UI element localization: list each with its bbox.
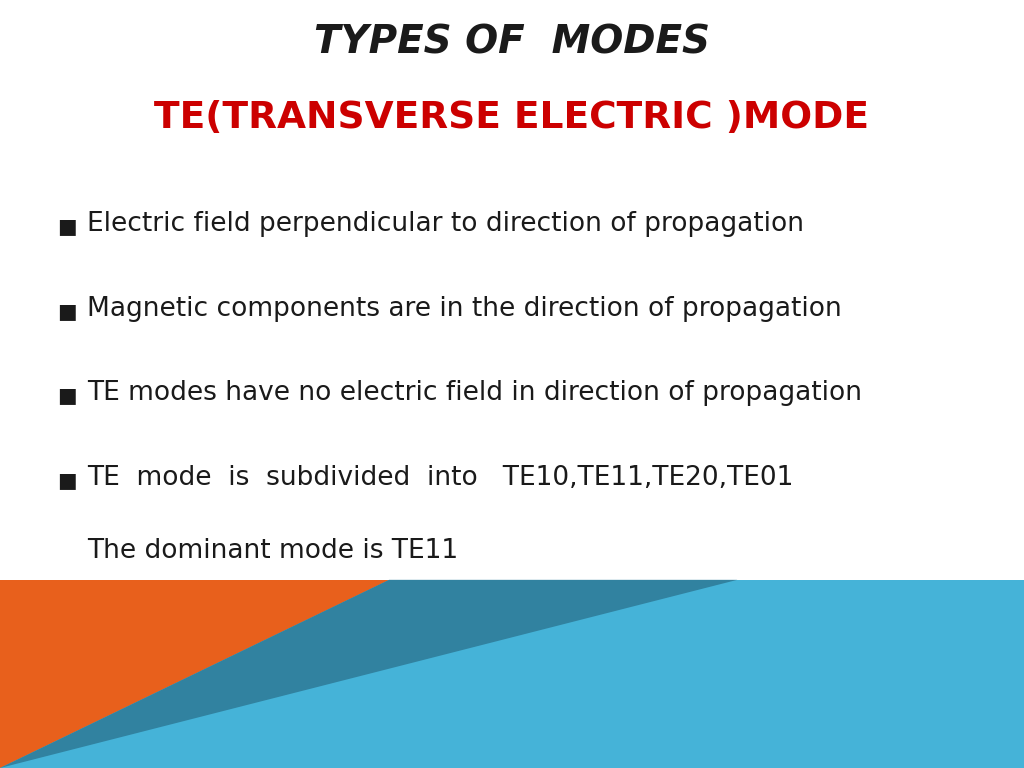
Text: The dominant mode is TE11: The dominant mode is TE11 bbox=[87, 538, 458, 564]
Polygon shape bbox=[0, 580, 737, 768]
Text: TYPES OF  MODES: TYPES OF MODES bbox=[314, 23, 710, 61]
Polygon shape bbox=[0, 580, 1024, 768]
Text: ▪: ▪ bbox=[56, 211, 78, 242]
Polygon shape bbox=[0, 580, 389, 768]
Text: Electric field perpendicular to direction of propagation: Electric field perpendicular to directio… bbox=[87, 211, 804, 237]
Text: ▪: ▪ bbox=[56, 296, 78, 326]
Text: TE modes have no electric field in direction of propagation: TE modes have no electric field in direc… bbox=[87, 380, 862, 406]
Text: TE  mode  is  subdivided  into   TE10,TE11,TE20,TE01: TE mode is subdivided into TE10,TE11,TE2… bbox=[87, 465, 794, 491]
Text: TE(TRANSVERSE ELECTRIC )MODE: TE(TRANSVERSE ELECTRIC )MODE bbox=[155, 100, 869, 136]
Text: ▪: ▪ bbox=[56, 380, 78, 411]
Text: ▪: ▪ bbox=[56, 465, 78, 495]
Text: Magnetic components are in the direction of propagation: Magnetic components are in the direction… bbox=[87, 296, 842, 322]
